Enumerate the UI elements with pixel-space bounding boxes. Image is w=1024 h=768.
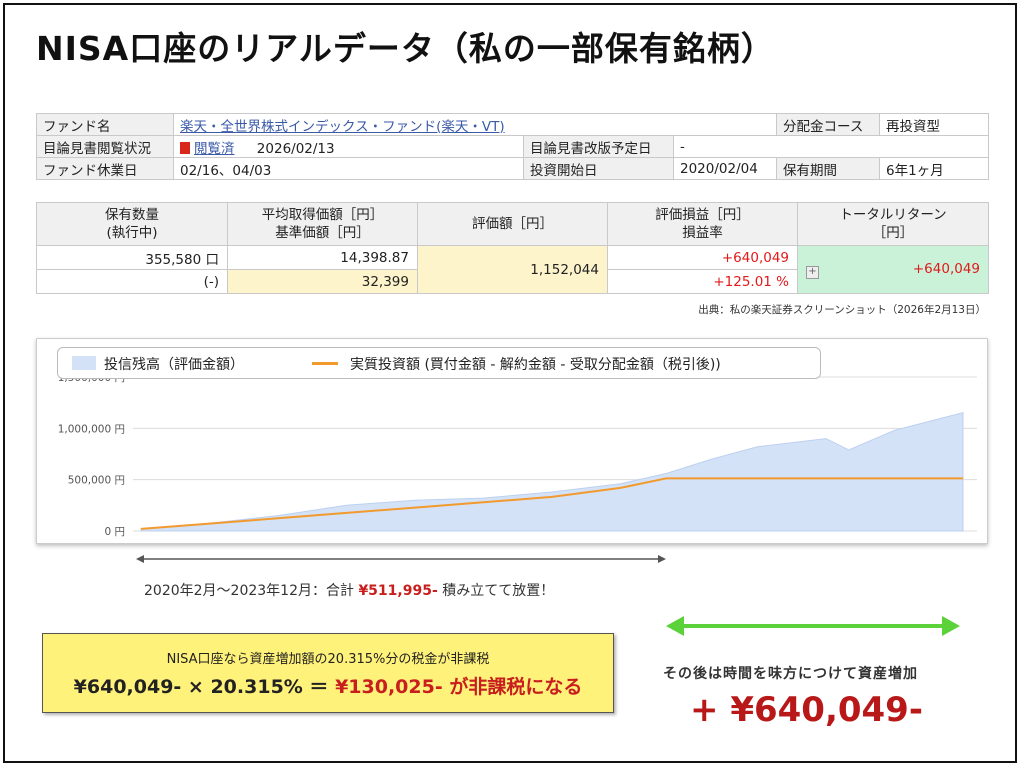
legend-swatch-balance — [72, 356, 96, 370]
header-value: 評価額［円］ — [417, 202, 608, 246]
invest-caption: 2020年2月～2023年12月：合計 ¥511,995- 積み立てて放置！ — [144, 583, 555, 599]
fund-name-link[interactable]: 楽天・全世界株式インデックス・ファンド(楽天・VT) — [172, 113, 778, 136]
pl-value: +640,049 — [607, 245, 798, 270]
header-total-return: トータルリターン ［円］ — [797, 202, 989, 246]
start-label: 投資開始日 — [523, 157, 674, 180]
legend-label-balance: 投信残高（評価金額） — [104, 357, 244, 373]
holiday-label: ファンド休業日 — [36, 157, 174, 180]
fund-info-table: ファンド名 楽天・全世界株式インデックス・ファンド(楽天・VT) 分配金コース … — [36, 113, 990, 180]
pl-rate-value: +125.01 % — [607, 269, 798, 294]
y-tick-label: 500,000 円 — [68, 475, 125, 487]
pdf-icon — [180, 141, 190, 154]
avg-price-value: 14,398.87 — [227, 245, 418, 270]
start-value: 2020/02/04 — [672, 157, 778, 180]
series-area-balance — [140, 412, 964, 532]
invest-total: ¥511,995- — [358, 583, 438, 599]
total-return-cell: + +640,049 — [797, 245, 989, 294]
expand-plus-icon[interactable]: + — [806, 265, 819, 279]
prospectus-date: 2026/02/13 — [256, 140, 335, 157]
quantity-pending: (-) — [36, 269, 228, 294]
holdings-table: 保有数量 (執行中) 平均取得価額［円］ 基準価額［円］ 評価額［円］ 評価損益［円… — [36, 202, 989, 294]
distribution-label: 分配金コース — [776, 113, 881, 136]
total-return-value: +640,049 — [912, 260, 980, 277]
revision-label: 目論見書改版予定日 — [523, 135, 674, 158]
tax-note: NISA口座なら資産増加額の20.315%分の税金が非課税 — [166, 652, 490, 667]
y-tick-label: 0 円 — [104, 526, 125, 538]
legend-label-invested: 実質投資額 (買付金額 - 解約金額 - 受取分配金額（税引後)) — [350, 357, 721, 373]
tax-formula: ¥640,049- × 20.315% ＝ ¥130,025- が非課税になる — [73, 676, 583, 698]
y-tick-label: 1,000,000 円 — [58, 423, 125, 435]
page-title: NISA口座のリアルデータ（私の一部保有銘柄） — [36, 29, 775, 68]
header-price: 平均取得価額［円］ 基準価額［円］ — [227, 202, 418, 246]
tax-box: NISA口座なら資産増加額の20.315%分の税金が非課税 ¥640,049- … — [42, 633, 614, 713]
period-value: 6年1ヶ月 — [879, 157, 990, 180]
source-note: 出典：私の楽天証券スクリーンショット（2026年2月13日） — [698, 304, 986, 316]
distribution-value: 再投資型 — [879, 113, 990, 136]
prospectus-link[interactable]: 閲覧済 — [194, 140, 235, 157]
nav-value: 32,399 — [227, 269, 418, 294]
fund-name-label: ファンド名 — [36, 113, 174, 136]
growth-arrow — [666, 616, 960, 636]
chart-legend: 投信残高（評価金額） 実質投資額 (買付金額 - 解約金額 - 受取分配金額（税… — [57, 347, 821, 379]
legend-swatch-invested — [312, 362, 338, 365]
slide-frame — [3, 3, 1017, 763]
holiday-value: 02/16、04/03 — [173, 157, 524, 180]
prospectus-label: 目論見書閲覧状況 — [36, 135, 174, 158]
tax-result: ¥130,025- が非課税になる — [335, 676, 583, 698]
period-label: 保有期間 — [776, 157, 881, 180]
revision-value: - — [672, 135, 990, 158]
prospectus-cell: 閲覧済 2026/02/13 — [173, 135, 524, 158]
growth-text: その後は時間を味方につけて資産増加 — [663, 666, 918, 682]
header-pl: 評価損益［円］ 損益率 — [607, 202, 798, 246]
quantity-value: 355,580 口 — [36, 245, 228, 270]
period-arrow — [136, 555, 666, 563]
valuation-value: 1,152,044 — [417, 245, 608, 294]
header-quantity: 保有数量 (執行中) — [36, 202, 228, 246]
growth-amount: + ¥640,049- — [690, 690, 923, 730]
